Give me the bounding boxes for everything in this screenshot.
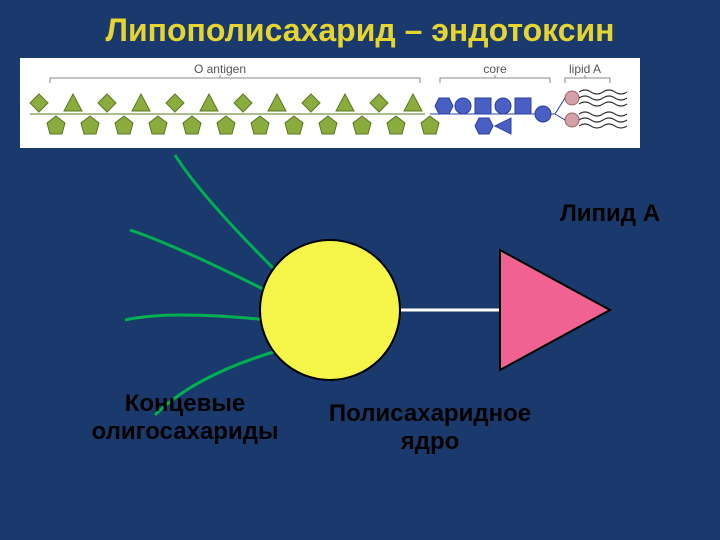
lipid-a-triangle: [500, 250, 610, 370]
polysaccharide-core-circle: [260, 240, 400, 380]
o-antigen-shapes: [30, 94, 439, 134]
bracket-lipida: [565, 75, 610, 83]
lps-structure-strip: O antigen core lipid A: [20, 58, 640, 148]
oligo-tails: [125, 155, 280, 415]
bracket-core: [440, 75, 550, 83]
label-polysaccharide-core: Полисахаридное ядро: [300, 400, 560, 455]
strip-label-oantigen: O antigen: [194, 62, 246, 76]
bracket-oantigen: [50, 75, 420, 83]
strip-label-core: core: [483, 62, 507, 76]
label-terminal-oligo: Концевые олигосахариды: [80, 390, 290, 445]
strip-svg: O antigen core lipid A: [20, 58, 640, 148]
label-lipid-a: Липид А: [555, 200, 665, 228]
page-title: Липополисахарид – эндотоксин: [0, 0, 720, 49]
lipida-shapes: [555, 90, 627, 128]
strip-label-lipida: lipid A: [569, 62, 601, 76]
core-shapes: [430, 98, 555, 134]
